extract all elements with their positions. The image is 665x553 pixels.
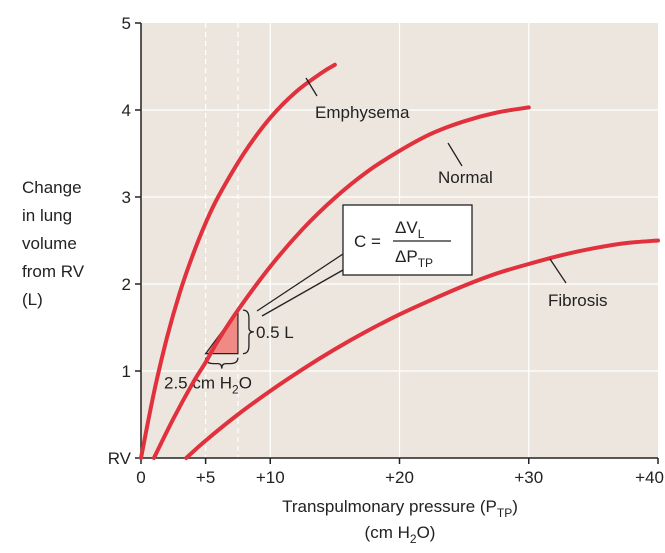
y-tick-label: 3 (122, 188, 131, 207)
curve-label-fibrosis: Fibrosis (548, 291, 608, 310)
x-tick-label: +10 (256, 468, 285, 487)
formula-lhs: C = (354, 232, 381, 251)
delta-volume-label: 0.5 L (256, 323, 294, 342)
tick-labels: RV 1 2 3 4 5 0 +5 +10 +20 +30 +40 (108, 14, 664, 487)
formula-numerator: ΔVL (395, 218, 425, 241)
leader-emphysema (305, 77, 318, 97)
formula-box (342, 204, 473, 276)
leader-normal (447, 142, 463, 167)
curve-normal (151, 105, 531, 460)
pressure-brace (204, 357, 239, 369)
y-tick-label: 5 (122, 14, 131, 33)
y-label-line-3: volume (22, 234, 77, 253)
y-tick-label: 2 (122, 275, 131, 294)
x-tick-label: 0 (136, 468, 145, 487)
y-tick-label: 1 (122, 362, 131, 381)
y-axis-label: Change in lung volume from RV (L) (22, 178, 85, 309)
curve-emphysema (139, 62, 337, 460)
curve-labels: Emphysema Normal Fibrosis (305, 77, 608, 310)
dashed-guides (205, 23, 239, 458)
y-tick-label: RV (108, 449, 132, 468)
curve-fibrosis (184, 238, 660, 460)
compliance-formula: C = ΔVL ΔPTP (256, 204, 473, 317)
x-tick-label: +40 (635, 468, 664, 487)
formula-pointer-1 (256, 253, 344, 312)
x-label-line-2: (cm H2O) (365, 523, 436, 546)
x-axis-label: Transpulmonary pressure (PTP) (cm H2O) (282, 497, 518, 546)
curves (139, 62, 660, 460)
leader-fibrosis (549, 258, 567, 284)
x-tick-label: +30 (514, 468, 543, 487)
y-label-line-1: Change (22, 178, 82, 197)
formula-denominator: ΔPTP (395, 247, 433, 270)
curve-label-emphysema: Emphysema (315, 103, 410, 122)
y-label-line-5: (L) (22, 290, 43, 309)
y-tick-label: 4 (122, 101, 131, 120)
delta-pressure-label: 2.5 cm H2O (164, 374, 252, 397)
x-label-line-1: Transpulmonary pressure (PTP) (282, 497, 518, 520)
x-tick-label: +20 (385, 468, 414, 487)
axes (135, 22, 659, 464)
x-tick-label: +5 (196, 468, 215, 487)
formula-pointer-2 (261, 269, 344, 317)
y-label-line-4: from RV (22, 262, 85, 281)
y-label-line-2: in lung (22, 206, 72, 225)
curve-label-normal: Normal (438, 168, 493, 187)
